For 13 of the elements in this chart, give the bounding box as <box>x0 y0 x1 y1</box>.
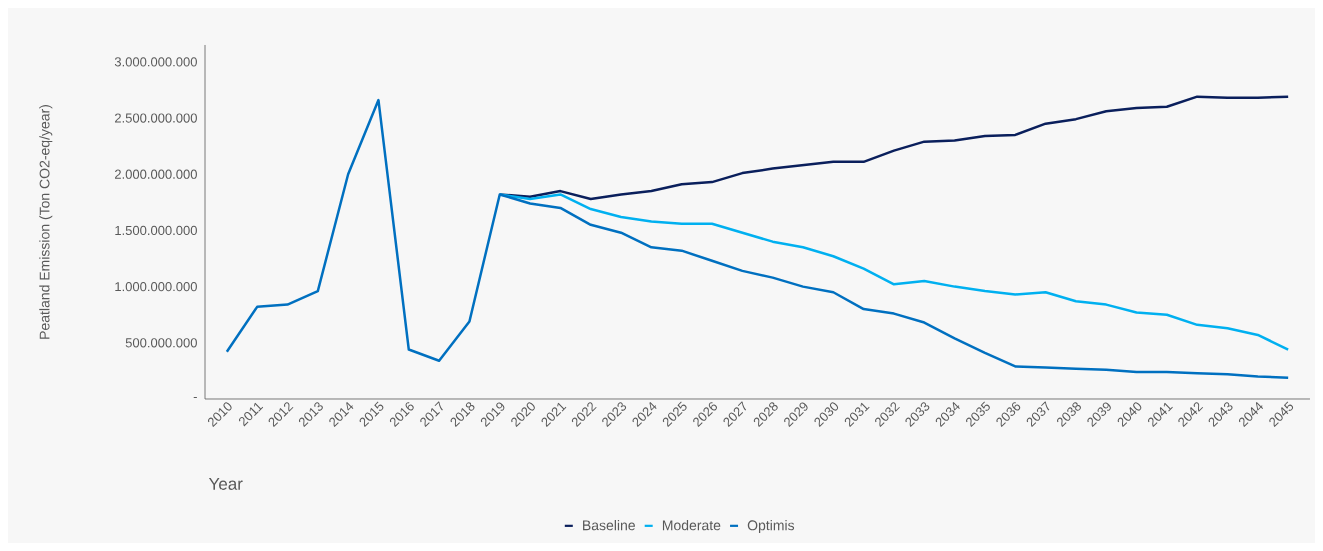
y-tick-label: - <box>193 397 197 399</box>
legend-label: Optimis <box>747 520 795 534</box>
y-tick-label: 2.000.000.000 <box>115 169 197 179</box>
y-tick-label: 1.500.000.000 <box>115 225 197 236</box>
legend-label: Baseline <box>583 520 635 531</box>
x-axis-title: Year <box>208 478 243 490</box>
legend-label: Moderate <box>662 520 721 531</box>
y-tick-label: 1.000.000.000 <box>115 282 197 292</box>
y-axis-title: Peatland Emission (Ton CO2-eq/year) <box>39 105 53 339</box>
y-tick-label: 500.000.000 <box>125 338 197 348</box>
y-tick-label: 3.000.000.000 <box>114 57 197 67</box>
y-tick-label: 2.500.000.000 <box>115 113 197 123</box>
line-series <box>225 98 1290 379</box>
